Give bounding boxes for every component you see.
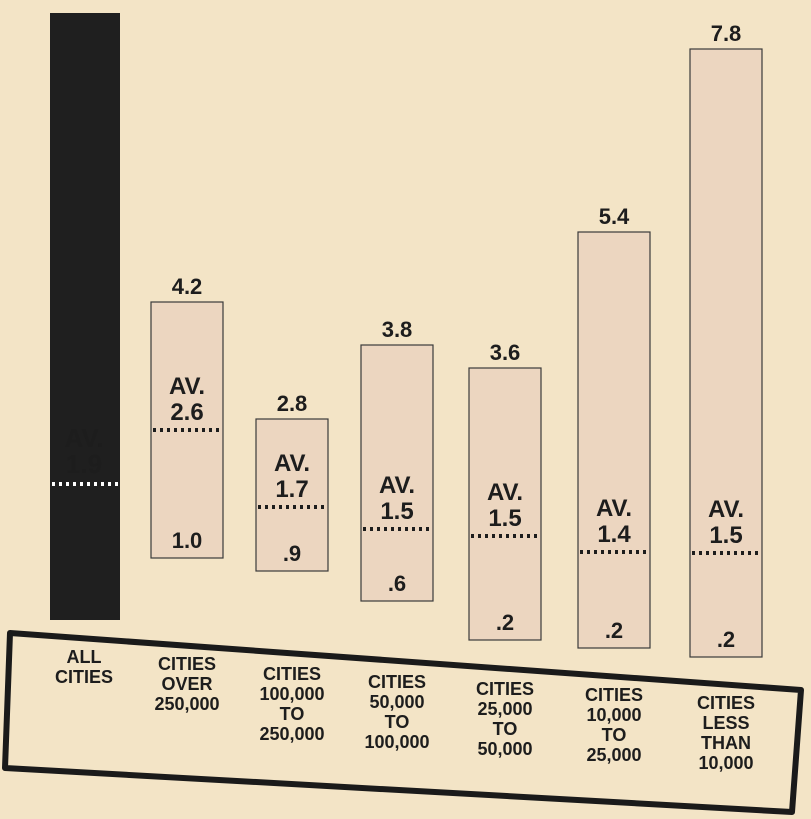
average-prefix-label: AV. [169,373,205,400]
average-value-label: 1.5 [488,505,521,532]
category-label-line: 250,000 [259,724,324,744]
high-value-label: 5.4 [599,204,630,229]
all-cities-bar [50,13,120,620]
category-label-line: 10,000 [586,705,641,725]
category-label-line: CITIES [697,693,755,713]
category-label-line: CITIES [263,664,321,684]
category-label-line: 50,000 [369,692,424,712]
range-bar [468,367,542,641]
average-prefix-label: AV. [708,496,744,523]
average-prefix-label: AV. [64,423,103,453]
category-label-line: TO [493,719,518,739]
category-label-box [2,630,804,815]
average-value-label: 2.6 [170,399,203,426]
category-label-line: 10,000 [698,753,753,773]
low-value-label: .6 [388,571,406,596]
category-label-line: CITIES [55,667,113,687]
high-value-label: 4.2 [172,274,203,299]
average-prefix-label: AV. [379,472,415,499]
category-label-line: 50,000 [477,739,532,759]
range-bar [360,344,434,602]
category-label-line: 100,000 [364,732,429,752]
category-label-line: 100,000 [259,684,324,704]
high-value-label: 2.8 [277,391,308,416]
average-value-label: 1.4 [597,521,631,548]
average-value-label: 1.9 [66,449,102,479]
high-value-label: 7.8 [711,21,742,46]
average-value-label: 1.5 [709,522,742,549]
low-value-label: 1.0 [172,528,203,553]
category-label-line: ALL [67,647,102,667]
category-label-line: 25,000 [586,745,641,765]
category-label-line: 250,000 [154,694,219,714]
category-label-line: TO [602,725,627,745]
high-value-label: 3.6 [490,340,521,365]
range-bar [255,418,329,572]
category-label-line: 25,000 [477,699,532,719]
low-value-label: .2 [496,610,514,635]
category-label-line: TO [280,704,305,724]
average-value-label: 1.5 [380,498,413,525]
category-label-line: CITIES [476,679,534,699]
average-prefix-label: AV. [596,495,632,522]
category-label-line: CITIES [158,654,216,674]
average-prefix-label: AV. [274,450,310,477]
low-value-label: .2 [605,618,623,643]
high-value-label: 3.8 [382,317,413,342]
category-label-line: THAN [701,733,751,753]
range-bar [689,48,763,658]
average-value-label: 1.7 [275,476,308,503]
low-value-label: .2 [717,627,735,652]
category-label-line: CITIES [585,685,643,705]
category-label-line: CITIES [368,672,426,692]
low-value-label: .9 [283,541,301,566]
average-prefix-label: AV. [487,479,523,506]
category-label-line: OVER [161,674,212,694]
category-label-line: LESS [702,713,749,733]
category-label-line: TO [385,712,410,732]
range-bar [577,231,651,649]
